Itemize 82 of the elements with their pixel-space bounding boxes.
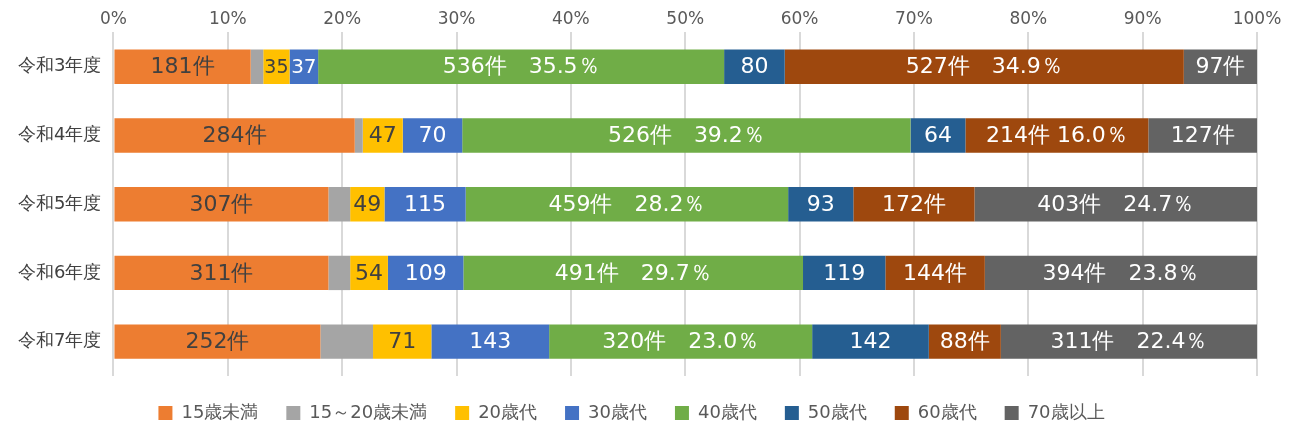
annotation: 49 <box>353 190 382 216</box>
x-tick-label: 40% <box>551 7 590 28</box>
annotation: 307件 <box>189 190 254 216</box>
annotation: 54 <box>355 259 384 285</box>
y-tick-label: 令和3年度 <box>18 54 102 76</box>
annotation: 526件 39.2％ <box>607 122 765 148</box>
bar <box>114 49 251 84</box>
bar <box>250 49 264 84</box>
annotation: 93 <box>806 190 835 216</box>
annotation: 119 <box>823 259 866 285</box>
bar <box>1148 118 1257 153</box>
x-tick-label: 60% <box>780 7 819 28</box>
annotation: 88件 <box>939 328 990 354</box>
bar <box>812 324 929 359</box>
bar <box>114 255 329 291</box>
annotation: 311件 22.4％ <box>1050 328 1208 354</box>
bar <box>465 187 789 222</box>
bar <box>328 255 351 291</box>
x-tick-label: 50% <box>666 7 705 28</box>
y-tick-label: 令和4年度 <box>18 123 102 145</box>
annotation: 127件 <box>1170 122 1235 148</box>
bar <box>114 118 355 153</box>
bar <box>462 118 911 153</box>
annotation: 64 <box>923 122 952 148</box>
bar <box>384 187 466 222</box>
y-tick-label: 令和5年度 <box>18 191 102 213</box>
bar <box>328 187 351 222</box>
x-tick-label: 90% <box>1123 7 1162 28</box>
bar <box>354 118 363 153</box>
annotation: 527件 34.9％ <box>905 53 1063 79</box>
annotation: 252件 <box>185 328 250 354</box>
x-tick-label: 10% <box>208 7 247 28</box>
x-tick-label: 0% <box>99 7 127 28</box>
bar <box>549 324 813 359</box>
x-tick-label: 20% <box>323 7 362 28</box>
annotation: 536件 35.5％ <box>442 53 600 79</box>
x-tick-label: 70% <box>895 7 933 28</box>
bar <box>320 324 374 359</box>
x-tick-label: 30% <box>437 7 476 28</box>
annotation: 284件 <box>202 122 267 148</box>
annotation: 181件 <box>150 53 215 79</box>
y-tick-label: 令和7年度 <box>18 329 102 351</box>
legend-label: 60歳代 <box>917 400 977 422</box>
annotation: 71 <box>388 328 417 354</box>
annotation: 142 <box>849 328 892 354</box>
annotation: 143 <box>469 328 512 354</box>
annotation: 80 <box>740 53 769 79</box>
annotation: 97件 <box>1195 53 1246 79</box>
annotation: 320件 23.0％ <box>602 328 760 354</box>
legend-label: 40歳代 <box>697 400 757 422</box>
annotation: 109 <box>404 259 447 285</box>
bar <box>114 324 321 359</box>
bar <box>373 324 432 359</box>
annotation: 403件 24.7％ <box>1037 190 1195 216</box>
y-tick-label: 令和6年度 <box>18 260 102 282</box>
bar <box>784 49 1184 84</box>
annotation: 37 <box>291 53 317 78</box>
bar <box>402 118 463 153</box>
bar <box>318 49 725 84</box>
x-tick-label: 80% <box>1009 7 1048 28</box>
bar <box>463 255 804 291</box>
legend-label: 15歳未満 <box>181 400 259 422</box>
annotation: 172件 <box>881 190 946 216</box>
bar <box>114 187 329 222</box>
annotation: 35 <box>264 54 289 77</box>
bar <box>1000 324 1257 359</box>
legend-label: 15～20歳未満 <box>309 400 428 422</box>
annotation: 115 <box>404 190 447 216</box>
annotation: 491件 29.7％ <box>554 259 712 285</box>
legend-label: 30歳代 <box>588 400 647 422</box>
annotation: 70 <box>418 122 447 148</box>
legend-label: 20歳代 <box>478 400 538 422</box>
annotation: 144件 <box>903 259 968 285</box>
x-tick-label: 100% <box>1232 7 1282 28</box>
annotation: 394件 23.8％ <box>1042 259 1200 285</box>
annotation: 214件 16.0％ <box>985 122 1128 148</box>
legend-label: 50歳代 <box>807 400 867 422</box>
annotation: 47 <box>368 122 397 148</box>
legend-label: 70歳以上 <box>1027 400 1105 422</box>
annotation: 459件 28.2％ <box>548 190 706 216</box>
annotation: 311件 <box>189 259 254 285</box>
bar <box>431 324 550 359</box>
